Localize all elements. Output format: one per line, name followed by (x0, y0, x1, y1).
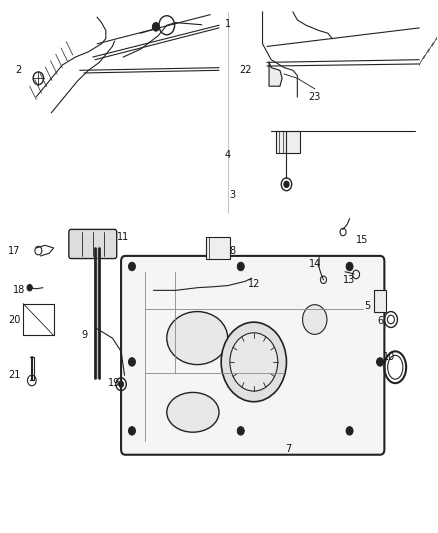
FancyBboxPatch shape (69, 229, 117, 259)
Text: 13: 13 (343, 274, 356, 285)
Bar (374, 290, 386, 312)
Bar (206, 237, 230, 259)
Circle shape (128, 426, 135, 435)
Circle shape (303, 305, 327, 334)
Circle shape (27, 285, 32, 291)
Circle shape (230, 333, 278, 391)
Circle shape (221, 322, 286, 402)
Circle shape (237, 426, 244, 435)
Ellipse shape (167, 312, 228, 365)
Text: 12: 12 (247, 279, 260, 289)
Bar (276, 131, 300, 152)
Text: 9: 9 (81, 330, 87, 341)
Text: 22: 22 (239, 66, 251, 75)
Text: 2: 2 (16, 66, 22, 75)
Text: 1: 1 (225, 19, 231, 29)
Text: 8: 8 (229, 246, 235, 256)
Text: 10: 10 (383, 352, 395, 361)
Ellipse shape (167, 392, 219, 432)
Circle shape (118, 381, 124, 387)
Circle shape (346, 426, 353, 435)
FancyBboxPatch shape (121, 256, 385, 455)
Text: 17: 17 (8, 246, 21, 256)
Text: 18: 18 (13, 285, 25, 295)
Text: 20: 20 (8, 314, 21, 325)
Circle shape (284, 181, 289, 188)
Circle shape (152, 22, 159, 31)
Text: 21: 21 (8, 370, 21, 380)
Circle shape (346, 262, 353, 271)
Text: 4: 4 (225, 150, 231, 160)
Circle shape (377, 358, 384, 366)
Circle shape (237, 262, 244, 271)
Text: 15: 15 (357, 235, 369, 245)
Text: 6: 6 (377, 316, 383, 326)
Text: 3: 3 (229, 190, 235, 200)
Text: 11: 11 (117, 232, 129, 243)
Text: 23: 23 (308, 92, 321, 102)
Text: 19: 19 (109, 378, 121, 388)
Circle shape (128, 262, 135, 271)
Text: 7: 7 (286, 445, 292, 455)
Circle shape (128, 358, 135, 366)
Text: 5: 5 (364, 301, 370, 311)
Polygon shape (269, 62, 282, 86)
Text: 14: 14 (309, 259, 321, 269)
